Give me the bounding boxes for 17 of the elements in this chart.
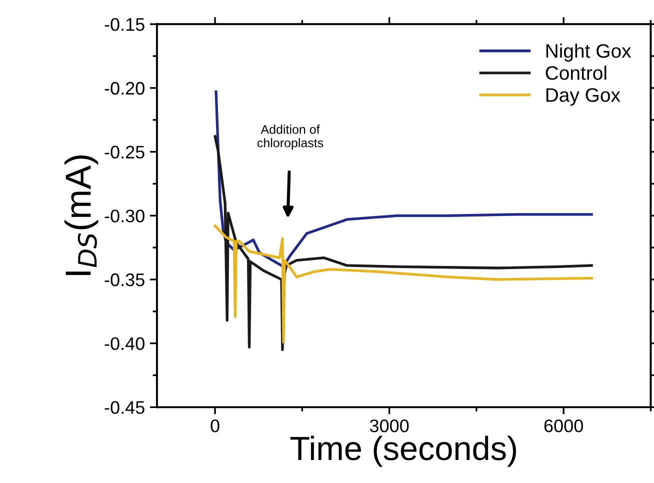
y-tick-label: -0.15: [104, 18, 144, 31]
x-tick-label: 0: [210, 419, 220, 432]
x-tick-label: 3000: [370, 419, 409, 432]
x-tick-label: 6000: [544, 419, 583, 432]
legend-label: Day Gox: [546, 88, 620, 106]
y-tick-label: -0.30: [104, 210, 144, 222]
x-axis-title: Time (seconds): [290, 436, 516, 467]
legend-label: Night Gox: [546, 44, 632, 62]
y-axis-title: I$_{DS}$(mA): [64, 155, 98, 275]
annotation: Addition of chloroplasts: [257, 124, 324, 150]
legend-label: Control: [546, 66, 606, 80]
y-tick-label: -0.40: [104, 337, 144, 350]
y-tick-label: -0.20: [104, 82, 144, 95]
y-tick-label: -0.35: [104, 273, 144, 286]
line-series: [214, 224, 593, 344]
y-tick-label: -0.25: [104, 146, 144, 159]
y-tick-label: -0.45: [104, 401, 144, 414]
